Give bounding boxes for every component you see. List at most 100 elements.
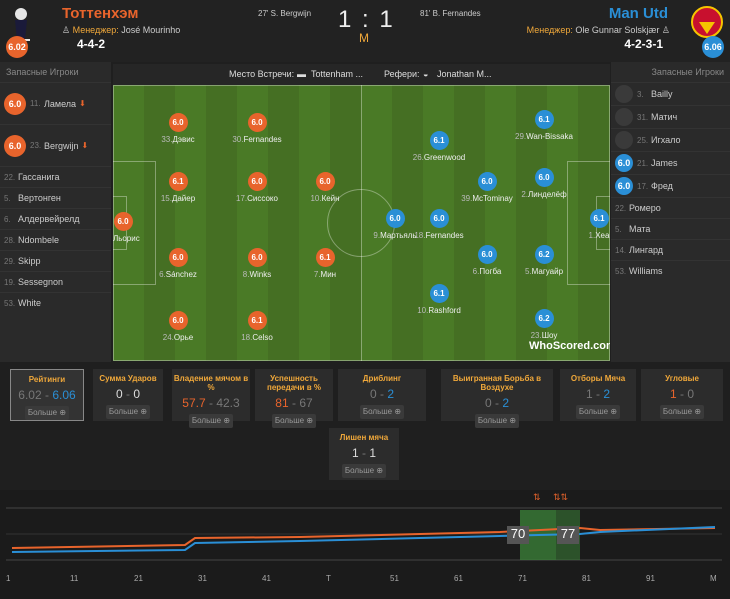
home-player[interactable]: 6.0 10.Кейн [290, 172, 360, 203]
timeline: 70 77 ⇅ ⇅⇅ 1 11 21 31 41 Т 51 61 71 81 91 М [0, 490, 730, 599]
player-number: 23. [530, 331, 542, 340]
stat-separator: - [122, 387, 134, 401]
more-button[interactable]: Больше ⊕ [576, 405, 620, 419]
home-sub-player[interactable]: 29. Skipp [0, 250, 111, 271]
home-sub-player[interactable]: 6. Алдервейрелд [0, 208, 111, 229]
home-player[interactable]: 6.0 1.Льорис [113, 212, 158, 243]
stat-separator: - [205, 396, 217, 410]
player-rating-badge: 6.2 [534, 245, 554, 264]
home-player[interactable]: 6.0 33.Дэвис [143, 113, 213, 144]
expand-icon: ⊕ [304, 416, 314, 425]
player-rating-badge: 6.0 [615, 177, 633, 195]
player-number: 21. [637, 158, 649, 168]
stat-values: 0 - 2 [338, 387, 426, 401]
home-team-name[interactable]: Тоттенхэм [62, 5, 139, 22]
substitution-icon[interactable]: ⇅ [533, 492, 541, 502]
away-sub-player[interactable]: 3. Bailly [611, 82, 730, 105]
away-player[interactable]: 6.1 26.Greenwood [404, 131, 474, 162]
home-sub-player[interactable]: 6.0 11. Ламела ⬇ [0, 82, 111, 124]
home-penalty-box [113, 161, 156, 285]
stat-separator: - [358, 446, 370, 460]
away-penalty-box [567, 161, 610, 285]
home-player[interactable]: 6.1 7.Мин [290, 248, 360, 279]
player-rating-badge: 6.1 [315, 248, 335, 267]
more-button[interactable]: Больше ⊕ [106, 405, 150, 419]
home-player[interactable]: 6.0 6.Sánchez [143, 248, 213, 279]
venue-bar: Место Встречи: ▬ Tottenham ... Рефери: ◒… [113, 64, 610, 85]
player-label: 26.Greenwood [404, 153, 474, 162]
more-button[interactable]: Больше ⊕ [660, 405, 704, 419]
home-sub-player[interactable]: 28. Ndombele [0, 229, 111, 250]
away-player[interactable]: 6.0 39.McTominay [452, 172, 522, 203]
away-player[interactable]: 6.0 6.Погба [452, 245, 522, 276]
stat-values: 6.02 - 6.06 [11, 388, 83, 402]
timeline-marker[interactable]: 77 [557, 526, 579, 544]
timeline-tick: 41 [262, 574, 271, 583]
more-button[interactable]: Больше ⊕ [360, 405, 404, 419]
away-subs-title: Запасные Игроки [651, 67, 725, 77]
away-player[interactable]: 6.2 23.Шоу [509, 309, 579, 340]
player-name: McTominay [472, 194, 513, 203]
home-sub-player[interactable]: 5. Вертонген [0, 187, 111, 208]
home-player[interactable]: 6.0 17.Сиссоко [222, 172, 292, 203]
more-button[interactable]: Больше ⊕ [342, 464, 386, 478]
away-sub-player[interactable]: 22. Ромеро [611, 197, 730, 218]
home-player[interactable]: 6.0 8.Winks [222, 248, 292, 279]
away-sub-player[interactable]: 6.0 21. James [611, 151, 730, 174]
more-button[interactable]: Больше ⊕ [475, 414, 519, 428]
stat-home-value: 57.7 [182, 396, 206, 410]
away-sub-player[interactable]: 14. Лингард [611, 239, 730, 260]
more-button[interactable]: Больше ⊕ [189, 414, 233, 428]
home-player[interactable]: 6.0 24.Орье [143, 311, 213, 342]
player-name: Ndombele [18, 235, 60, 245]
player-rating-badge: 6.0 [247, 172, 267, 191]
player-rating-badge: 6.0 [168, 311, 188, 330]
home-sub-player[interactable]: 6.0 23. Bergwijn ⬇ [0, 124, 111, 166]
substitution-icon[interactable]: ⇅⇅ [553, 492, 569, 502]
away-sub-player[interactable]: 25. Игхало [611, 128, 730, 151]
manager-label: Менеджер: [526, 25, 573, 35]
player-number: 22. [615, 203, 627, 213]
home-subs-panel: Запасные Игроки 6.0 11. Ламела ⬇ 6.0 23. Bergw… [0, 62, 111, 362]
home-player[interactable]: 6.1 18.Celso [222, 311, 292, 342]
player-name: Алдервейрелд [18, 214, 80, 224]
player-name: Sessegnon [18, 277, 64, 287]
away-player[interactable]: 6.1 29.Wan-Bissaka [509, 110, 579, 141]
stat-box: Рейтинги 6.02 - 6.06 Больше ⊕ [10, 369, 84, 421]
away-player[interactable]: 6.0 18.Fernandes [404, 209, 474, 240]
home-player[interactable]: 6.1 15.Дайер [143, 172, 213, 203]
away-scorer: 81' B. Fernandes [420, 9, 481, 18]
away-player[interactable]: 6.2 5.Магуайр [509, 245, 579, 276]
player-name: James [651, 158, 678, 168]
away-player[interactable]: 6.1 1.Хеа [564, 209, 610, 240]
away-sub-player[interactable]: 53. Williams [611, 260, 730, 281]
home-sub-player[interactable]: 53. White [0, 292, 111, 313]
player-rating-badge: 6.0 [477, 172, 497, 191]
player-name: Мин [320, 270, 337, 279]
home-sub-player[interactable]: 19. Sessegnon [0, 271, 111, 292]
away-team-name[interactable]: Man Utd [608, 5, 668, 22]
player-label: 18.Fernandes [404, 231, 474, 240]
away-sub-player[interactable]: 6.0 17. Фред [611, 174, 730, 197]
player-name: Fernandes [243, 135, 282, 144]
timeline-marker[interactable]: 70 [507, 526, 529, 544]
away-sub-player[interactable]: 5. Мата [611, 218, 730, 239]
home-sub-player[interactable]: 22. Гассанига [0, 166, 111, 187]
stat-values: 1 - 1 [329, 446, 399, 460]
player-rating-badge [615, 108, 633, 126]
player-label: 33.Дэвис [143, 135, 213, 144]
match-header: 6.02 Тоттенхэм ♙ Менеджер: José Mourinho… [0, 0, 730, 62]
stat-home-value: 1 [585, 387, 593, 401]
expand-icon: ⊕ [138, 407, 148, 416]
more-button[interactable]: Больше ⊕ [25, 406, 69, 420]
away-player[interactable]: 6.0 9.Мартьяль [360, 209, 430, 240]
player-number: 14. [615, 245, 627, 255]
away-player[interactable]: 6.0 2.Линделёф [509, 168, 579, 199]
more-button[interactable]: Больше ⊕ [272, 414, 316, 428]
player-number: 8. [242, 270, 250, 279]
home-player[interactable]: 6.0 30.Fernandes [222, 113, 292, 144]
away-player[interactable]: 6.1 10.Rashford [404, 284, 474, 315]
player-rating-badge: 6.0 [534, 168, 554, 187]
away-sub-player[interactable]: 31. Матич [611, 105, 730, 128]
player-label: 9.Мартьяль [360, 231, 430, 240]
